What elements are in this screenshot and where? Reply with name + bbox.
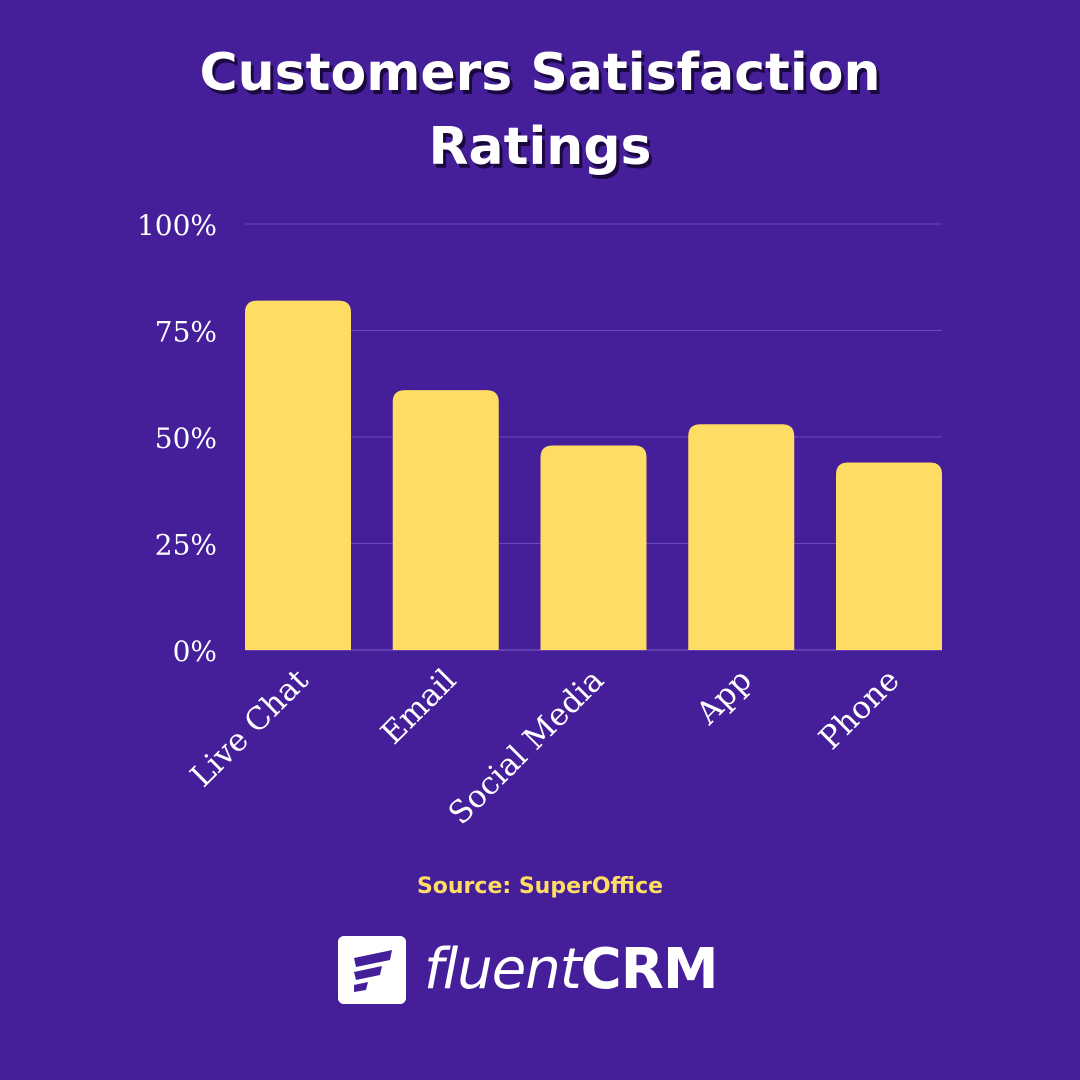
bar-social-media	[540, 445, 647, 650]
chart-title-line-2: Ratings	[428, 117, 652, 177]
chart-title: Customers Satisfaction Ratings	[40, 36, 1040, 184]
bar-phone	[836, 462, 942, 650]
x-tick-label: Phone	[812, 662, 907, 757]
x-tick-label: Live Chat	[184, 662, 316, 794]
y-axis-ticks: 0% 25% 50% 75% 100%	[137, 209, 217, 668]
y-tick-label: 75%	[155, 316, 217, 349]
source-note: Source: SuperOffice	[416, 874, 664, 899]
x-tick-label: App	[689, 662, 759, 732]
bar-email	[392, 390, 499, 650]
bars	[245, 300, 942, 650]
brand-wordmark-bold: CRM	[580, 937, 719, 1002]
y-tick-label: 100%	[137, 209, 217, 242]
brand-wordmark: fluentCRM	[424, 936, 719, 1004]
y-tick-label: 0%	[173, 635, 217, 668]
y-tick-label: 25%	[155, 529, 217, 562]
x-tick-label: Social Media	[442, 662, 612, 832]
brand-wordmark-light: fluent	[424, 937, 582, 1002]
bar-app	[688, 424, 795, 650]
brand-logo: fluentCRM	[338, 936, 719, 1004]
x-tick-label: Email	[374, 662, 463, 751]
fluentcrm-logo-icon	[338, 936, 406, 1004]
y-tick-label: 50%	[155, 422, 217, 455]
bar-live-chat	[245, 300, 351, 650]
chart-title-line-1: Customers Satisfaction	[199, 43, 881, 103]
